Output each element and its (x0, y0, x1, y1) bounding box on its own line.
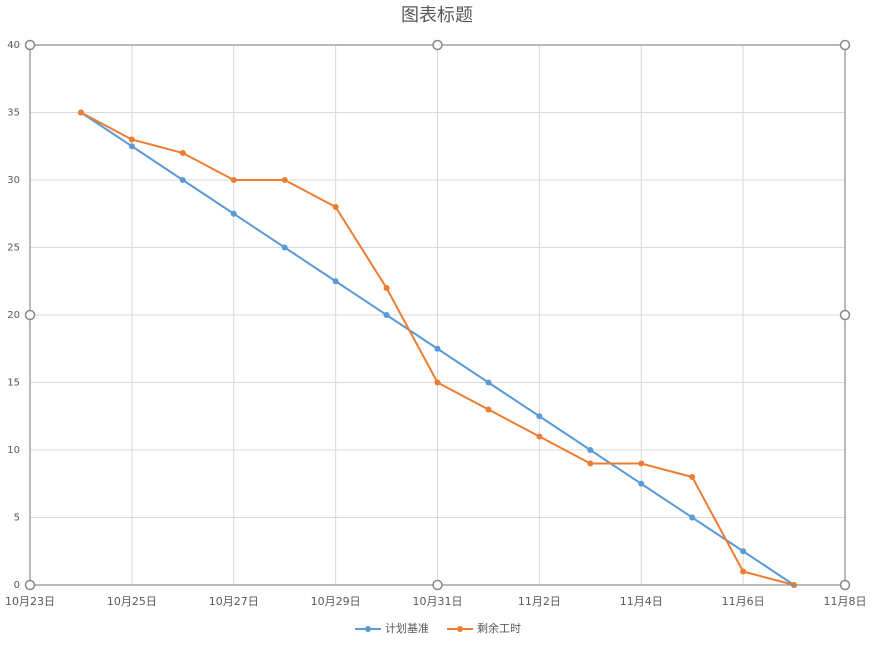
legend-marker (457, 626, 463, 632)
marks (77, 109, 798, 588)
point (689, 514, 696, 521)
y-tick-label: 15 (7, 378, 20, 389)
point (536, 433, 543, 440)
chart-title: 图表标题 (401, 5, 473, 26)
point (638, 460, 645, 467)
handle (839, 309, 851, 321)
y-tick-label: 5 (14, 513, 20, 524)
x-tick-label: 11月4日 (620, 595, 663, 608)
selection-handles (24, 39, 851, 591)
x-tick-label: 11月6日 (722, 595, 765, 608)
handle (24, 39, 36, 51)
grid: 0 5 10 15 20 25 30 35 40 10月23日 10月25日 10月27日 10月29日… (5, 40, 867, 608)
x-tick-label: 10月25日 (107, 595, 157, 608)
x-tick-label: 10月29日 (311, 595, 361, 608)
x-tick-label: 10月27日 (209, 595, 259, 608)
handle (839, 39, 851, 51)
x-tick-label: 10月23日 (5, 595, 55, 608)
point (383, 285, 390, 291)
handle (24, 309, 36, 321)
point (332, 204, 339, 210)
point (485, 406, 492, 413)
point (485, 379, 492, 386)
point (689, 474, 696, 480)
y-tick-label: 10 (7, 445, 20, 456)
x-tick-label: 10月31日 (413, 595, 463, 608)
point (128, 136, 135, 143)
point (179, 150, 186, 156)
point (434, 379, 441, 386)
point (740, 548, 747, 555)
point (179, 177, 186, 183)
y-tick-label: 25 (7, 243, 20, 254)
y-tick-label: 35 (7, 108, 20, 119)
y-tick-label: 20 (7, 310, 20, 321)
legend: 计划基准 剩余工时 (355, 621, 521, 635)
x-tick-label: 11月2日 (518, 595, 561, 608)
point (434, 345, 441, 352)
legend-label: 剩余工时 (477, 621, 521, 635)
point (638, 480, 645, 487)
point (230, 177, 237, 183)
handle (24, 579, 36, 591)
y-tick-label: 30 (7, 175, 20, 186)
x-tick-label: 11月8日 (824, 595, 867, 608)
point (383, 312, 390, 318)
point (740, 568, 747, 575)
point (587, 447, 594, 453)
y-tick-label: 0 (14, 580, 20, 591)
legend-label: 计划基准 (385, 622, 429, 635)
point (281, 244, 288, 251)
point (332, 278, 339, 285)
handle (432, 39, 443, 51)
handle (839, 579, 851, 591)
y-tick-label: 40 (7, 40, 20, 51)
point (281, 177, 288, 183)
point (587, 460, 594, 467)
handle (432, 579, 443, 591)
point (230, 210, 237, 217)
point (536, 413, 543, 420)
point (77, 109, 84, 116)
point (128, 143, 135, 150)
legend-marker (365, 626, 371, 632)
